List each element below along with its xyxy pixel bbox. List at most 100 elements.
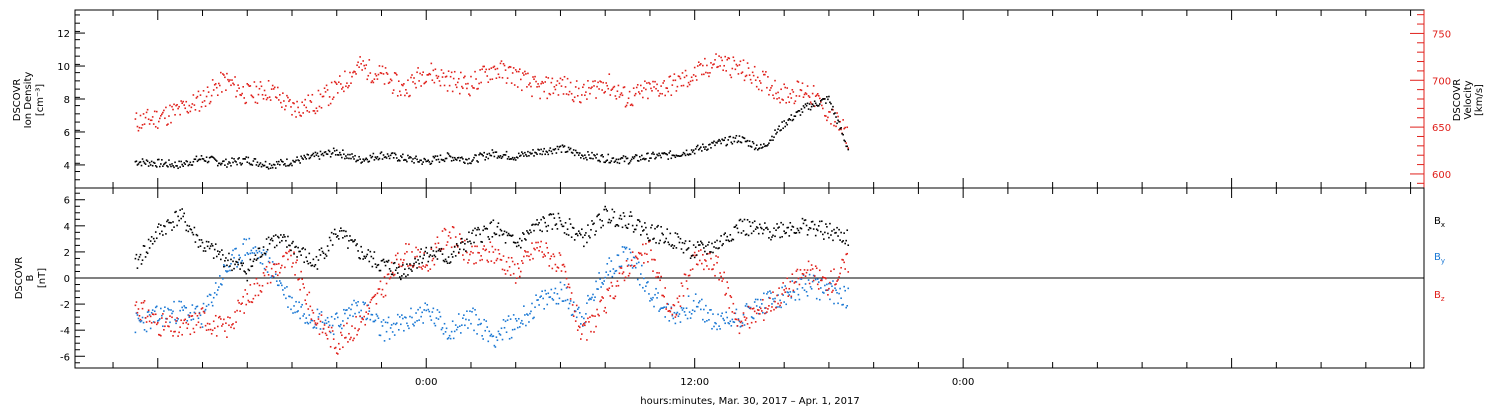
bz-point bbox=[845, 253, 848, 256]
density-point bbox=[337, 154, 340, 156]
by-point bbox=[440, 328, 443, 331]
velocity-point bbox=[785, 101, 788, 104]
by-point bbox=[267, 260, 270, 263]
velocity-point bbox=[711, 66, 713, 69]
by-point bbox=[491, 335, 494, 338]
bz-point bbox=[696, 263, 699, 266]
bz-point bbox=[382, 296, 385, 298]
bx-point bbox=[725, 239, 728, 242]
by-point bbox=[469, 310, 471, 312]
bz-point bbox=[185, 321, 188, 324]
by-point bbox=[764, 307, 766, 309]
bz-point bbox=[498, 253, 501, 255]
density-point bbox=[815, 104, 818, 107]
bz-point bbox=[210, 332, 213, 335]
bx-point bbox=[623, 215, 626, 218]
bx-point bbox=[481, 241, 483, 243]
bz-point bbox=[572, 315, 575, 317]
bz-point bbox=[321, 331, 324, 334]
density-point bbox=[562, 146, 565, 148]
bz-point bbox=[360, 321, 362, 323]
velocity-point bbox=[838, 129, 840, 131]
density-point bbox=[272, 163, 275, 166]
by-point bbox=[798, 298, 801, 301]
velocity-point bbox=[692, 74, 695, 76]
x-tick-label: 0:00 bbox=[952, 377, 974, 388]
by-point bbox=[722, 317, 724, 320]
bz-point bbox=[456, 246, 459, 248]
bz-point bbox=[165, 321, 167, 323]
velocity-point bbox=[136, 125, 139, 128]
bx-point bbox=[693, 256, 696, 259]
bz-point bbox=[724, 294, 726, 296]
density-point bbox=[686, 153, 689, 156]
bx-point bbox=[288, 244, 290, 247]
bx-point bbox=[624, 224, 627, 227]
bx-point bbox=[330, 231, 333, 234]
by-point bbox=[518, 326, 521, 328]
density-point bbox=[203, 159, 206, 162]
velocity-point bbox=[198, 110, 201, 112]
bz-point bbox=[569, 298, 572, 300]
bx-point bbox=[505, 231, 508, 234]
bz-point bbox=[609, 295, 612, 297]
velocity-point bbox=[647, 97, 649, 100]
density-point bbox=[333, 150, 336, 152]
bx-point bbox=[614, 225, 617, 228]
by-point bbox=[744, 305, 747, 307]
bx-point bbox=[637, 219, 640, 221]
by-point bbox=[716, 328, 718, 331]
bz-point bbox=[543, 253, 545, 256]
velocity-point bbox=[431, 79, 434, 81]
velocity-point bbox=[354, 71, 356, 73]
density-point bbox=[558, 146, 561, 148]
density-point bbox=[390, 152, 393, 155]
by-point bbox=[780, 306, 782, 309]
bz-point bbox=[669, 310, 672, 313]
by-point bbox=[651, 299, 653, 301]
bottom-left-tick-label: 2 bbox=[64, 248, 70, 259]
bx-point bbox=[526, 230, 528, 232]
velocity-point bbox=[291, 113, 293, 116]
bz-point bbox=[497, 249, 500, 251]
density-point bbox=[227, 163, 229, 165]
velocity-point bbox=[318, 105, 321, 108]
bz-point bbox=[834, 283, 836, 286]
bx-point bbox=[686, 248, 689, 250]
density-point bbox=[404, 158, 406, 161]
density-point bbox=[690, 149, 693, 151]
bx-point bbox=[506, 234, 509, 237]
density-point bbox=[349, 153, 351, 156]
by-point bbox=[672, 317, 675, 320]
bx-point bbox=[539, 229, 541, 232]
bx-point bbox=[766, 226, 768, 229]
by-point bbox=[325, 322, 328, 325]
density-point bbox=[804, 103, 807, 105]
velocity-point bbox=[254, 101, 257, 104]
bz-point bbox=[770, 310, 772, 312]
bz-point bbox=[830, 270, 832, 272]
bx-point bbox=[451, 256, 454, 258]
density-point bbox=[635, 154, 638, 157]
bx-point bbox=[828, 236, 830, 239]
bz-point bbox=[435, 246, 438, 249]
bx-point bbox=[260, 255, 263, 258]
by-point bbox=[708, 318, 710, 321]
bz-point bbox=[195, 324, 198, 326]
bx-point bbox=[434, 255, 437, 258]
bx-point bbox=[393, 261, 396, 264]
bz-point bbox=[753, 310, 756, 313]
density-point bbox=[528, 154, 530, 157]
bz-point bbox=[681, 285, 684, 287]
bx-point bbox=[329, 239, 332, 242]
density-point bbox=[546, 151, 549, 153]
density-point bbox=[312, 152, 315, 155]
velocity-point bbox=[284, 108, 286, 111]
velocity-point bbox=[421, 74, 423, 76]
bx-point bbox=[418, 262, 420, 265]
bx-point bbox=[263, 252, 266, 255]
bz-point bbox=[419, 251, 421, 253]
density-point bbox=[599, 160, 601, 163]
bz-point bbox=[151, 313, 154, 315]
density-point bbox=[814, 102, 817, 105]
